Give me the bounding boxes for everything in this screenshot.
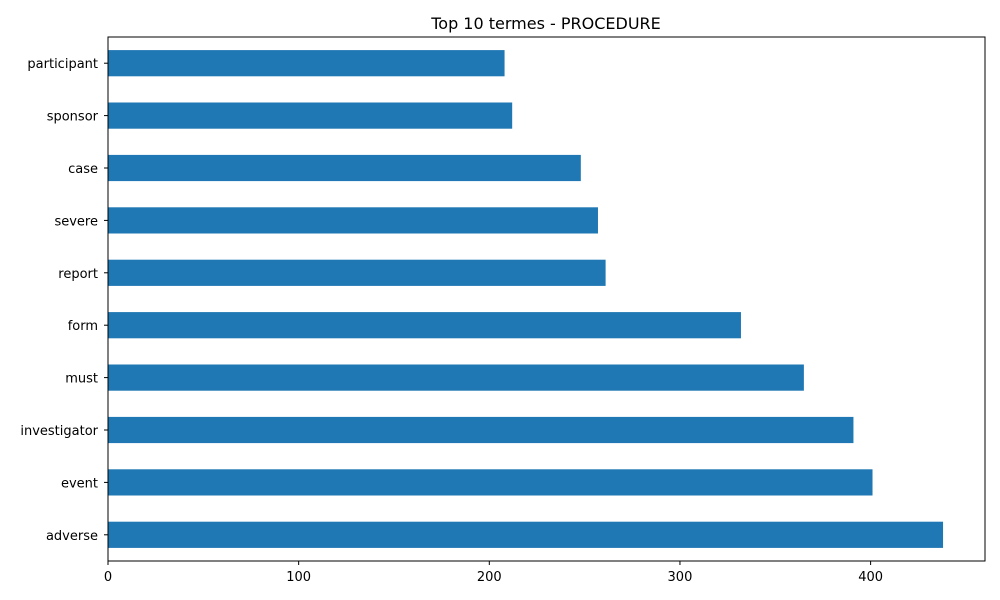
bar-event [108,469,873,496]
plot-area: adverse event investigator must form report se… [20,50,944,585]
y-tick-label: severe [54,214,98,229]
bar-report [108,259,606,286]
y-tick-label: participant [27,57,98,72]
x-tick-label: 0 [104,570,112,585]
bar-must [108,364,804,391]
x-tick-label: 100 [286,570,311,585]
y-tick-label: adverse [46,529,98,544]
x-tick-label: 400 [858,570,883,585]
bar-sponsor [108,102,513,129]
x-tick-label: 300 [668,570,693,585]
y-tick-label: case [68,162,98,177]
plot-frame [107,36,986,562]
bar-form [108,312,741,339]
y-tick-label: sponsor [47,110,99,125]
y-tick-label: investigator [20,424,98,439]
bar-severe [108,207,598,234]
y-tick-label: form [68,319,98,334]
bar-participant [108,50,505,77]
bar-investigator [108,416,854,444]
bar-adverse [108,521,944,548]
x-tick-label: 200 [477,570,502,585]
y-tick-label: report [58,267,98,282]
bar-case [108,154,581,182]
y-tick-label: event [61,476,98,491]
y-tick-label: must [65,372,98,387]
chart-title: Top 10 termes - PROCEDURE [430,14,661,33]
